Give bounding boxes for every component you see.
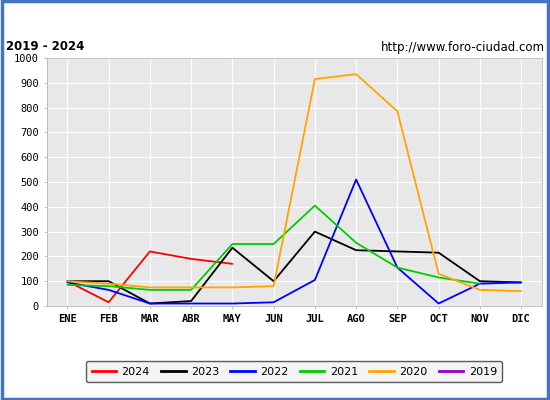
Legend: 2024, 2023, 2022, 2021, 2020, 2019: 2024, 2023, 2022, 2021, 2020, 2019 (86, 361, 503, 382)
Text: Evolucion Nº Turistas Nacionales en el municipio de San Miguel de Corneja: Evolucion Nº Turistas Nacionales en el m… (0, 14, 550, 28)
Text: http://www.foro-ciudad.com: http://www.foro-ciudad.com (381, 40, 544, 54)
Text: 2019 - 2024: 2019 - 2024 (6, 40, 84, 54)
